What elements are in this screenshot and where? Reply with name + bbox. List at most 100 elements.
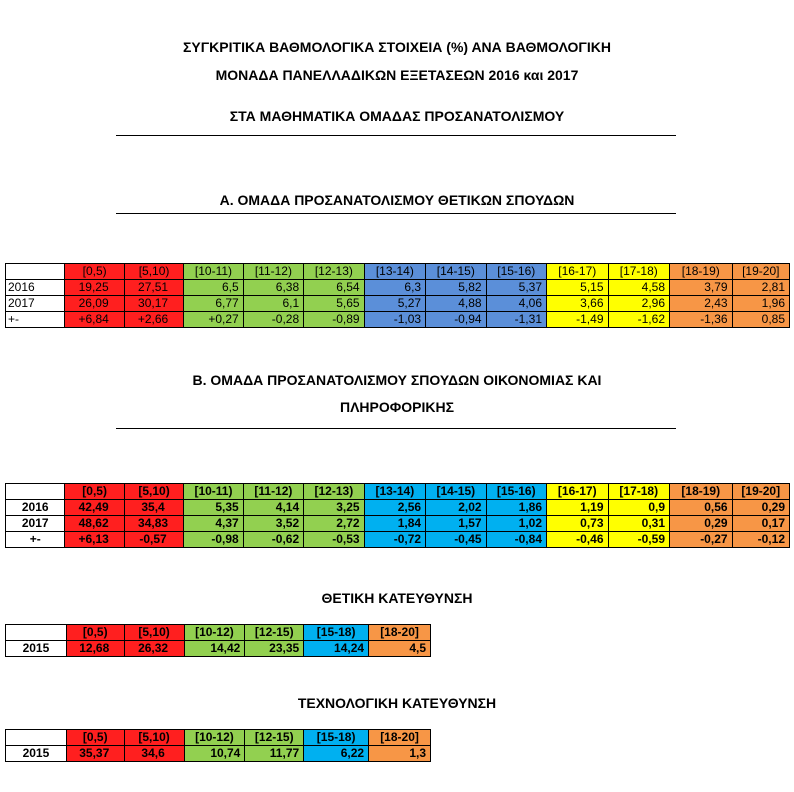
value-cell: 6,22 xyxy=(303,745,370,762)
grade-range-header: [13-14) xyxy=(363,263,427,280)
grade-range-header: [16-17) xyxy=(546,263,609,280)
value-cell: 23,35 xyxy=(244,640,305,657)
table-row: 2016 19,25 27,51 6,5 6,38 6,54 6,3 5,82 5,37 5,15… xyxy=(4,279,791,296)
section-a-table: [0,5) [5,10) [10-11) [11-12) [12-13) [13-14)[… xyxy=(4,263,791,328)
value-cell: -0,45 xyxy=(425,531,487,548)
document-title-line-1: ΣΥΓΚΡΙΤΙΚΑ ΒΑΘΜΟΛΟΓΙΚΑ ΣΤΟΙΧΕΙΑ (%) ΑΝΑ … xyxy=(183,39,611,55)
value-cell: +2,66 xyxy=(123,311,185,328)
grade-range-header: [19-20] xyxy=(731,263,791,280)
value-cell: -0,72 xyxy=(363,531,427,548)
grade-range-header: [10-11) xyxy=(183,263,244,280)
section-b-heading-line-1: Β. ΟΜΑΔΑ ΠΡΟΣΑΝΑΤΟΛΙΣΜΟΥ ΣΠΟΥΔΩΝ ΟΙΚΟΝΟΜ… xyxy=(192,372,602,388)
table-row: +- +6,84 +2,66 +0,27 -0,28 -0,89 -1,03 -0,94 -1,… xyxy=(4,311,791,328)
value-cell: 26,32 xyxy=(123,640,185,657)
grade-range-header: [10-12) xyxy=(183,729,246,746)
value-cell: 1,57 xyxy=(425,515,487,532)
value-cell: 0,31 xyxy=(607,515,670,532)
value-cell: 4,06 xyxy=(485,295,548,312)
value-cell: -0,12 xyxy=(731,531,791,548)
value-cell: 4,37 xyxy=(183,515,244,532)
value-cell: 19,25 xyxy=(64,279,125,296)
divider xyxy=(116,213,676,214)
value-cell: 4,14 xyxy=(242,499,305,516)
value-cell: 2,43 xyxy=(669,295,733,312)
grade-range-header: [5,10) xyxy=(123,263,185,280)
header-row: [0,5) [5,10) [10-11) [11-12) [12-13) [13-14)[… xyxy=(4,483,791,500)
value-cell: -0,98 xyxy=(183,531,244,548)
value-cell: 0,29 xyxy=(669,515,733,532)
value-cell: -1,36 xyxy=(669,311,733,328)
value-cell: 2,72 xyxy=(303,515,365,532)
table-row: +- +6,13 -0,57 -0,98 -0,62 -0,53 -0,72 -0,45 -0,… xyxy=(4,531,791,548)
value-cell: 5,82 xyxy=(425,279,487,296)
row-label: 2017 xyxy=(4,295,66,312)
grade-range-header: [10-12) xyxy=(183,624,246,641)
header-row: [0,5) [5,10) [10-11) [11-12) [12-13) [13-14)[… xyxy=(4,263,791,280)
header-row: [0,5) [5,10) [10-12) [12-15) [15-18) [18-20] xyxy=(5,729,431,746)
header-corner-cell xyxy=(5,624,67,641)
value-cell: -0,46 xyxy=(546,531,609,548)
value-cell: 2,96 xyxy=(607,295,670,312)
value-cell: 3,52 xyxy=(242,515,305,532)
value-cell: 5,35 xyxy=(183,499,244,516)
grade-range-header: [5,10) xyxy=(123,483,185,500)
header-corner-cell xyxy=(4,263,66,280)
grade-range-header: [15-16) xyxy=(485,263,548,280)
value-cell: 30,17 xyxy=(123,295,185,312)
value-cell: -1,31 xyxy=(485,311,548,328)
value-cell: 11,77 xyxy=(244,745,305,762)
grade-range-header: [19-20] xyxy=(731,483,791,500)
value-cell: +0,27 xyxy=(183,311,244,328)
value-cell: 3,79 xyxy=(669,279,733,296)
grade-range-header: [12-13) xyxy=(303,263,365,280)
grade-range-header: [0,5) xyxy=(64,483,125,500)
grade-range-header: [0,5) xyxy=(65,729,125,746)
value-cell: 6,38 xyxy=(242,279,305,296)
section-b-heading-line-2: ΠΛΗΡΟΦΟΡΙΚΗΣ xyxy=(339,399,455,415)
section-b-table: [0,5) [5,10) [10-11) [11-12) [12-13) [13-14)[… xyxy=(4,483,791,548)
value-cell: -0,94 xyxy=(425,311,487,328)
row-label: +- xyxy=(4,531,66,548)
section-c-table: [0,5) [5,10) [10-12) [12-15) [15-18) [18-20] 2… xyxy=(5,624,431,657)
value-cell: -0,84 xyxy=(485,531,548,548)
value-cell: 1,96 xyxy=(731,295,791,312)
value-cell: -0,59 xyxy=(607,531,670,548)
value-cell: 10,74 xyxy=(183,745,246,762)
grade-range-header: [12-15) xyxy=(244,729,305,746)
value-cell: -0,62 xyxy=(242,531,305,548)
value-cell: -0,57 xyxy=(123,531,185,548)
value-cell: 0,56 xyxy=(669,499,733,516)
grade-range-header: [13-14) xyxy=(363,483,427,500)
value-cell: 6,1 xyxy=(242,295,305,312)
grade-range-header: [10-11) xyxy=(183,483,244,500)
value-cell: 26,09 xyxy=(64,295,125,312)
section-c-heading: ΘΕΤΙΚΗ ΚΑΤΕΥΘΥΝΣΗ xyxy=(321,590,473,606)
grade-range-header: [14-15) xyxy=(425,263,487,280)
value-cell: -0,28 xyxy=(242,311,305,328)
header-corner-cell xyxy=(5,729,67,746)
value-cell: 4,58 xyxy=(607,279,670,296)
table-row: 2017 48,62 34,83 4,37 3,52 2,72 1,84 1,57 1,02 0,… xyxy=(4,515,791,532)
section-d-heading: ΤΕΧΝΟΛΟΓΙΚΗ ΚΑΤΕΥΘΥΝΣΗ xyxy=(297,695,497,711)
document-title-line-2: ΜΟΝΑΔΑ ΠΑΝΕΛΛΑΔΙΚΩΝ ΕΞΕΤΑΣΕΩΝ 2016 και 2… xyxy=(215,67,579,83)
grade-range-header: [14-15) xyxy=(425,483,487,500)
value-cell: 14,24 xyxy=(303,640,370,657)
section-d-table: [0,5) [5,10) [10-12) [12-15) [15-18) [18-20] 2… xyxy=(5,729,431,762)
value-cell: 42,49 xyxy=(64,499,125,516)
value-cell: 1,19 xyxy=(546,499,609,516)
section-a-heading: Α. ΟΜΑΔΑ ΠΡΟΣΑΝΑΤΟΛΙΣΜΟΥ ΘΕΤΙΚΩΝ ΣΠΟΥΔΩΝ xyxy=(219,192,575,208)
value-cell: -1,03 xyxy=(363,311,427,328)
header-row: [0,5) [5,10) [10-12) [12-15) [15-18) [18-20] xyxy=(5,624,431,641)
value-cell: 6,5 xyxy=(183,279,244,296)
grade-range-header: [18-20] xyxy=(368,624,431,641)
grade-range-header: [11-12) xyxy=(242,483,305,500)
value-cell: 5,27 xyxy=(363,295,427,312)
value-cell: -1,62 xyxy=(607,311,670,328)
value-cell: 3,66 xyxy=(546,295,609,312)
row-label: +- xyxy=(4,311,66,328)
value-cell: 5,15 xyxy=(546,279,609,296)
header-corner-cell xyxy=(4,483,66,500)
value-cell: 0,73 xyxy=(546,515,609,532)
row-label: 2016 xyxy=(4,499,66,516)
value-cell: -0,27 xyxy=(669,531,733,548)
